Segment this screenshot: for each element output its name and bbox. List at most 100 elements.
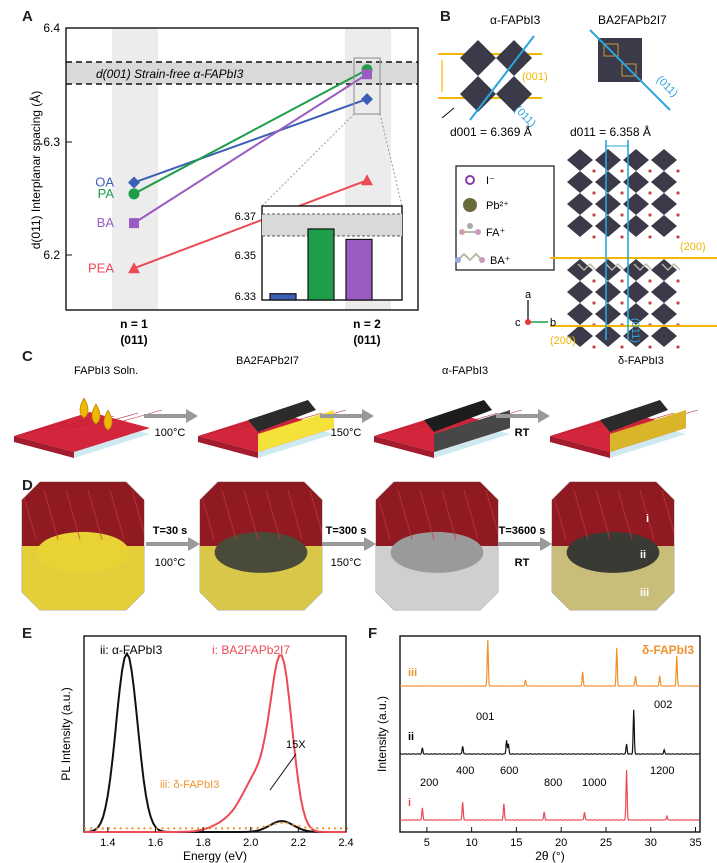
organic-spacer: [661, 263, 681, 271]
octahedron: [623, 215, 649, 237]
inset-ytick-1: 6.35: [235, 250, 256, 262]
ytick-6-3: 6.3: [43, 135, 60, 149]
panel-f-title: δ-FAPbI3: [642, 643, 694, 657]
region-iii: iii: [640, 587, 649, 599]
atom: [648, 213, 652, 217]
atom: [648, 191, 652, 195]
e-xtick-4: 2.2: [291, 837, 306, 849]
scale-note: 15X: [286, 739, 306, 751]
panel-f-ylabel: Intensity (a.u.): [375, 696, 389, 772]
film-4: [550, 400, 699, 458]
atom: [676, 279, 680, 283]
octahedron: [595, 303, 621, 325]
arrow-c3-label: RT: [515, 427, 530, 439]
e-xtick-3: 2.0: [243, 837, 258, 849]
atom: [620, 345, 624, 349]
panel-label-b: B: [440, 8, 451, 25]
plane-200-b: (200): [550, 335, 576, 347]
series-line-ba: [133, 73, 368, 224]
panel-label-e: E: [22, 625, 33, 642]
octahedron: [567, 149, 593, 171]
ba-large-structure: [567, 149, 681, 349]
trace-label-i: i: [408, 797, 411, 809]
xlabel-n2-plane: (011): [353, 333, 380, 347]
lead-icon: [463, 198, 477, 212]
panel-a-chart: d(001) Strain-free α-FAPbI3 6.4 6.3 6.2 …: [28, 21, 419, 347]
peak-400: 400: [456, 765, 474, 777]
panel-f-xlabel: 2θ (°): [535, 849, 564, 863]
scale-pointer: [269, 753, 297, 791]
alpha-cell-structure: [438, 35, 542, 121]
d001-label: d001 = 6.369 Å: [450, 124, 532, 139]
legend-fa: FA⁺: [486, 227, 505, 239]
photo-4: [551, 481, 675, 611]
peak-600: 600: [500, 765, 518, 777]
fa-icon: [459, 223, 481, 235]
film-label-1: FAPbI3 Soln.: [74, 365, 138, 377]
film-1: [14, 397, 163, 458]
e-xtick-1: 1.6: [148, 837, 163, 849]
ytick-6-4: 6.4: [43, 21, 60, 35]
octahedron: [595, 281, 621, 303]
atom: [620, 279, 624, 283]
panel-label-a: A: [22, 8, 33, 25]
panel-b-structures: α-FAPbI3 BA2FAPb2I7 (001) (011) d001 = 6…: [438, 13, 717, 349]
arrow-d1-top: T=30 s: [153, 525, 188, 537]
octahedron: [567, 325, 593, 347]
atom: [676, 301, 680, 305]
octahedron: [567, 193, 593, 215]
inset-bar-ba: [345, 238, 373, 301]
series-label-ba: BA: [97, 215, 115, 230]
plane-200-a: (200): [680, 241, 706, 253]
inset-bar-pa: [307, 228, 335, 301]
ba-icon: [455, 252, 485, 263]
atom: [592, 301, 596, 305]
panel-d-photos: T=30 s 100°C T=300 s 150°C T=3600 s RT i…: [21, 481, 675, 611]
panel-label-f: F: [368, 625, 378, 642]
arrow-c2-label: 150°C: [331, 427, 362, 439]
inset-ytick-2: 6.33: [235, 291, 256, 303]
series-label-pa: PA: [98, 186, 115, 201]
atom: [592, 235, 596, 239]
peak-002: 002: [654, 699, 672, 711]
legend-ii: ii: α-FAPbI3: [100, 643, 163, 657]
legend-iodide: I⁻: [486, 175, 495, 187]
octahedron: [567, 171, 593, 193]
point-pea-n2: [361, 174, 373, 186]
octahedron: [651, 325, 677, 347]
atom: [648, 301, 652, 305]
organic-spacer: [633, 263, 653, 271]
film-label-4: δ-FAPbI3: [618, 355, 664, 367]
film-label-3: α-FAPbI3: [442, 365, 488, 377]
atom: [620, 213, 624, 217]
zoom-connector-left: [261, 113, 355, 207]
peak-800: 800: [544, 777, 562, 789]
inset-chart: 6.37 6.35 6.33: [235, 205, 403, 303]
atom-legend-box: [455, 165, 555, 271]
octahedron: [623, 303, 649, 325]
legend-i: i: BA2FAPb2I7: [212, 643, 290, 657]
organic-spacer: [605, 263, 625, 271]
arrow-d2-bottom: 150°C: [331, 557, 362, 569]
xlabel-n2: n = 2: [353, 317, 381, 331]
panel-f-xrd: 5 10 15 20 25 30 35 Intensity (a.u.) 2θ (°) δ-…: [375, 635, 702, 863]
f-xtick-5: 30: [645, 837, 657, 849]
xlabel-n1-plane: (011): [120, 333, 147, 347]
e-xtick-0: 1.4: [100, 837, 115, 849]
atom: [648, 345, 652, 349]
arrow-d2-top: T=300 s: [326, 525, 367, 537]
trace-label-ii: ii: [408, 731, 414, 743]
photo-3: [375, 481, 499, 611]
atom: [592, 169, 596, 173]
series-line-oa: [133, 98, 368, 184]
atom: [676, 235, 680, 239]
atom: [620, 235, 624, 239]
region-ii: ii: [640, 549, 646, 561]
panel-label-d: D: [22, 477, 33, 494]
axis-a: a: [525, 289, 532, 301]
series-line-pea: [133, 179, 368, 270]
crystal-axes-icon: [525, 300, 548, 325]
inset-bar-oa: [269, 293, 297, 301]
legend-ba: BA⁺: [490, 255, 511, 267]
panel-e-pl: 1.4 1.6 1.8 2.0 2.2 2.4 PL Intensity (a.u.) E…: [59, 635, 354, 863]
